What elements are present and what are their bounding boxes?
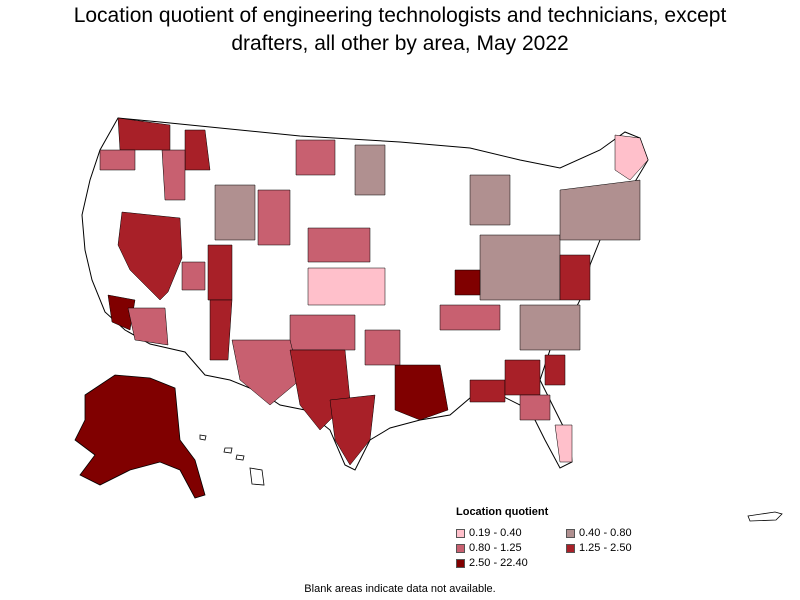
map-legend: Location quotient 0.19 - 0.40 0.40 - 0.8…	[456, 506, 676, 569]
region-oregon-north	[99, 149, 136, 171]
region-kentucky	[454, 269, 481, 296]
region-florida-north	[519, 394, 551, 421]
region-sc-coast	[544, 354, 566, 386]
region-michigan	[469, 174, 511, 226]
region-new-mexico	[209, 299, 233, 361]
region-oklahoma	[289, 314, 356, 351]
legend-item: 0.80 - 1.25	[456, 542, 566, 554]
region-texas-gulf	[329, 394, 376, 466]
region-idaho	[161, 149, 186, 201]
region-washington	[117, 117, 171, 151]
region-minnesota	[354, 144, 386, 196]
legend-title: Location quotient	[456, 506, 549, 518]
legend-label: 1.25 - 2.50	[579, 542, 632, 554]
legend-swatch	[456, 558, 465, 568]
region-texas-west	[231, 339, 301, 406]
region-virginia	[559, 254, 591, 301]
legend-label: 2.50 - 22.40	[469, 557, 528, 569]
region-maine	[614, 134, 649, 181]
region-nebraska	[307, 227, 371, 263]
region-louisiana	[394, 364, 449, 421]
region-north-dakota	[295, 139, 336, 176]
region-wyoming	[214, 184, 256, 241]
legend-item: 0.19 - 0.40	[456, 527, 566, 539]
legend-label: 0.40 - 0.80	[579, 527, 632, 539]
region-utah-east	[207, 244, 233, 301]
legend-label: 0.19 - 0.40	[469, 527, 522, 539]
region-florida-south	[554, 424, 573, 463]
region-georgia	[504, 359, 541, 396]
region-hawaii	[199, 434, 265, 486]
region-alaska	[74, 374, 206, 499]
legend-item: 1.25 - 2.50	[566, 542, 676, 554]
region-wyoming-east	[257, 189, 291, 246]
legend-swatch	[566, 543, 575, 553]
legend-item: 2.50 - 22.40	[456, 557, 566, 569]
region-tennessee	[439, 304, 501, 331]
region-ohio-valley	[479, 234, 561, 301]
region-northeast	[559, 179, 641, 241]
legend-items: 0.19 - 0.40 0.40 - 0.80 0.80 - 1.25 1.25…	[456, 527, 676, 569]
region-carolinas	[519, 304, 581, 351]
legend-swatch	[456, 528, 465, 538]
title-line-1: Location quotient of engineering technol…	[73, 4, 727, 27]
region-nevada	[117, 211, 183, 301]
footnote: Blank areas indicate data not available.	[304, 583, 496, 595]
region-arkansas	[364, 329, 401, 366]
region-alabama-gulf	[469, 379, 506, 403]
legend-swatch	[566, 528, 575, 538]
legend-label: 0.80 - 1.25	[469, 542, 522, 554]
title-line-2: drafters, all other by area, May 2022	[231, 32, 569, 55]
map-title: Location quotient of engineering technol…	[0, 2, 800, 58]
region-south-california	[107, 294, 136, 331]
legend-item: 0.40 - 0.80	[566, 527, 676, 539]
region-arizona-west	[127, 307, 169, 346]
region-puerto-rico	[747, 511, 783, 522]
legend-swatch	[456, 543, 465, 553]
region-utah-west	[181, 261, 206, 291]
region-kansas	[307, 267, 386, 306]
